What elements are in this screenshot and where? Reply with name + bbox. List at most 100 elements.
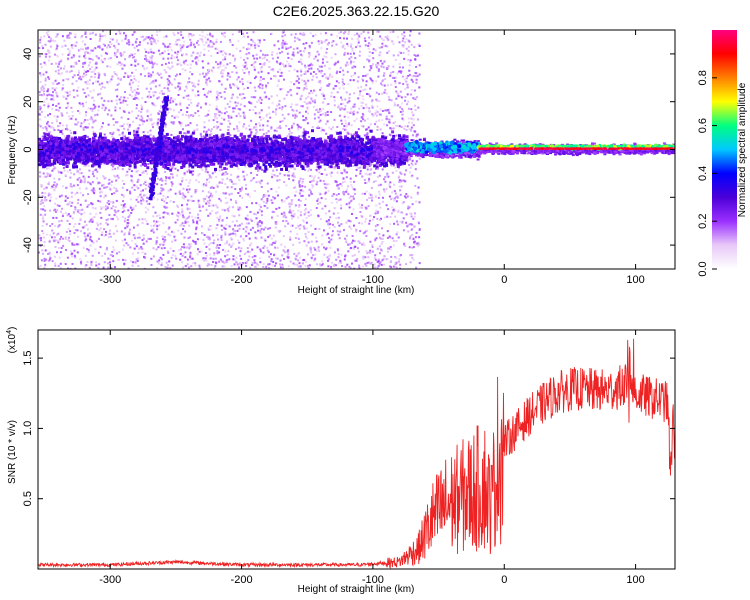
noise-point bbox=[396, 35, 399, 38]
noise-point bbox=[39, 264, 42, 267]
noise-point bbox=[358, 241, 361, 244]
noise-point bbox=[415, 78, 418, 81]
noise-point bbox=[157, 172, 160, 175]
noise-point bbox=[116, 230, 119, 233]
noise-point bbox=[100, 97, 103, 100]
noise-point bbox=[371, 199, 373, 202]
noise-point bbox=[203, 75, 206, 78]
noise-point bbox=[350, 56, 353, 59]
noise-point bbox=[345, 176, 348, 179]
noise-point bbox=[418, 64, 421, 67]
noise-point bbox=[220, 72, 222, 75]
noise-point bbox=[357, 76, 360, 79]
noise-point bbox=[295, 227, 298, 229]
noise-point bbox=[267, 263, 270, 266]
noise-point bbox=[381, 259, 384, 262]
noise-point bbox=[57, 129, 60, 131]
noise-point bbox=[298, 184, 301, 187]
noise-point bbox=[414, 71, 417, 74]
noise-point bbox=[284, 34, 287, 37]
noise-point bbox=[409, 166, 412, 169]
noise-point bbox=[350, 60, 353, 63]
noise-point bbox=[252, 96, 255, 99]
noise-point bbox=[74, 208, 77, 211]
noise-point bbox=[323, 64, 326, 67]
noise-point bbox=[48, 93, 51, 96]
noise-point bbox=[103, 109, 106, 112]
noise-point bbox=[265, 84, 268, 87]
noise-point bbox=[242, 46, 245, 49]
noise-point bbox=[38, 91, 41, 94]
noise-point bbox=[61, 87, 64, 90]
noise-point bbox=[116, 83, 119, 86]
noise-point bbox=[320, 69, 323, 72]
noise-point bbox=[130, 212, 133, 214]
noise-point bbox=[107, 100, 110, 103]
noise-point bbox=[263, 195, 266, 197]
noise-point bbox=[262, 117, 265, 120]
noise-point bbox=[296, 86, 299, 89]
noise-point bbox=[66, 170, 69, 173]
noise-point bbox=[86, 83, 88, 85]
noise-point bbox=[383, 178, 385, 181]
noise-point bbox=[207, 109, 210, 112]
noise-point bbox=[86, 87, 89, 90]
noise-point bbox=[386, 236, 389, 239]
noise-point bbox=[390, 266, 393, 269]
noise-point bbox=[42, 208, 45, 211]
noise-point bbox=[243, 87, 246, 90]
noise-point bbox=[100, 59, 103, 62]
noise-point bbox=[179, 104, 182, 107]
noise-point bbox=[357, 41, 360, 44]
noise-point bbox=[401, 40, 404, 42]
noise-point bbox=[322, 101, 325, 104]
noise-point bbox=[192, 84, 195, 87]
noise-point bbox=[202, 66, 205, 69]
noise-point bbox=[70, 32, 72, 35]
noise-point bbox=[243, 72, 246, 74]
noise-point bbox=[346, 42, 349, 45]
noise-point bbox=[88, 122, 90, 125]
noise-point bbox=[352, 195, 355, 198]
noise-point bbox=[260, 236, 263, 239]
noise-point bbox=[104, 86, 106, 89]
noise-point bbox=[171, 173, 174, 176]
noise-point bbox=[47, 88, 50, 91]
noise-point bbox=[58, 195, 61, 198]
noise-point bbox=[394, 166, 397, 169]
noise-point bbox=[237, 246, 240, 249]
noise-point bbox=[383, 123, 386, 126]
noise-point bbox=[229, 75, 231, 78]
noise-point bbox=[85, 101, 88, 104]
noise-point bbox=[107, 44, 110, 47]
noise-point bbox=[329, 246, 332, 249]
noise-point bbox=[190, 54, 193, 57]
noise-point bbox=[187, 221, 190, 223]
noise-point bbox=[293, 40, 296, 43]
noise-point bbox=[332, 223, 334, 226]
noise-point bbox=[255, 128, 258, 131]
noise-point bbox=[80, 262, 83, 265]
noise-point bbox=[114, 109, 117, 112]
noise-point bbox=[166, 250, 169, 253]
noise-point bbox=[176, 204, 179, 207]
noise-point bbox=[152, 231, 155, 234]
noise-point bbox=[296, 51, 299, 54]
noise-point bbox=[342, 87, 345, 90]
noise-point bbox=[285, 42, 288, 45]
noise-point bbox=[294, 114, 297, 117]
noise-point bbox=[349, 177, 352, 180]
noise-point bbox=[148, 90, 151, 93]
noise-point bbox=[380, 37, 383, 40]
noise-point bbox=[348, 30, 350, 33]
noise-point bbox=[103, 196, 106, 199]
noise-point bbox=[129, 246, 132, 249]
noise-point bbox=[67, 78, 70, 81]
noise-point bbox=[197, 216, 200, 219]
noise-point bbox=[358, 203, 361, 206]
noise-point bbox=[94, 105, 97, 108]
noise-point bbox=[133, 237, 136, 240]
noise-point bbox=[293, 252, 296, 255]
noise-point bbox=[335, 194, 338, 197]
noise-point bbox=[278, 107, 281, 110]
